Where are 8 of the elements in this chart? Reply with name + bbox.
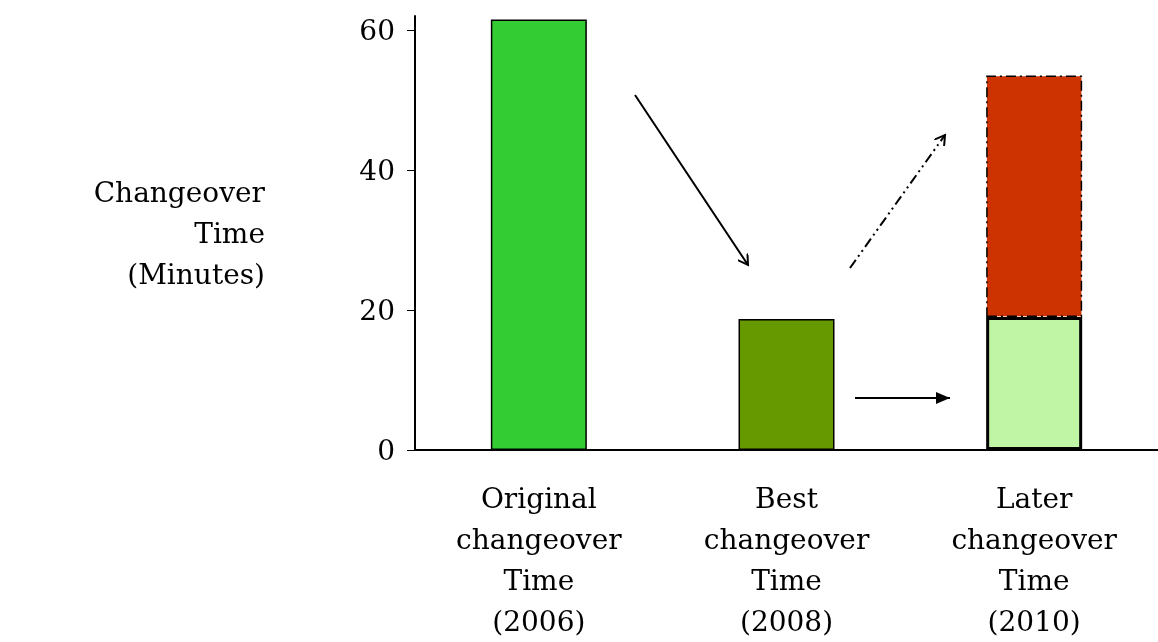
y-tick-label: 20	[359, 293, 395, 327]
x-tick-label: Original changeover Time (2006)	[456, 482, 623, 638]
x-tick-label: Best changeover Time (2008)	[703, 482, 870, 638]
y-tick-label: 40	[359, 153, 395, 187]
y-axis-title: Changeover Time (Minutes)	[93, 175, 266, 291]
y-tick-label: 60	[359, 13, 395, 47]
y-tick-label: 0	[377, 433, 395, 467]
x-tick-label: Later changeover Time (2010)	[951, 482, 1118, 638]
